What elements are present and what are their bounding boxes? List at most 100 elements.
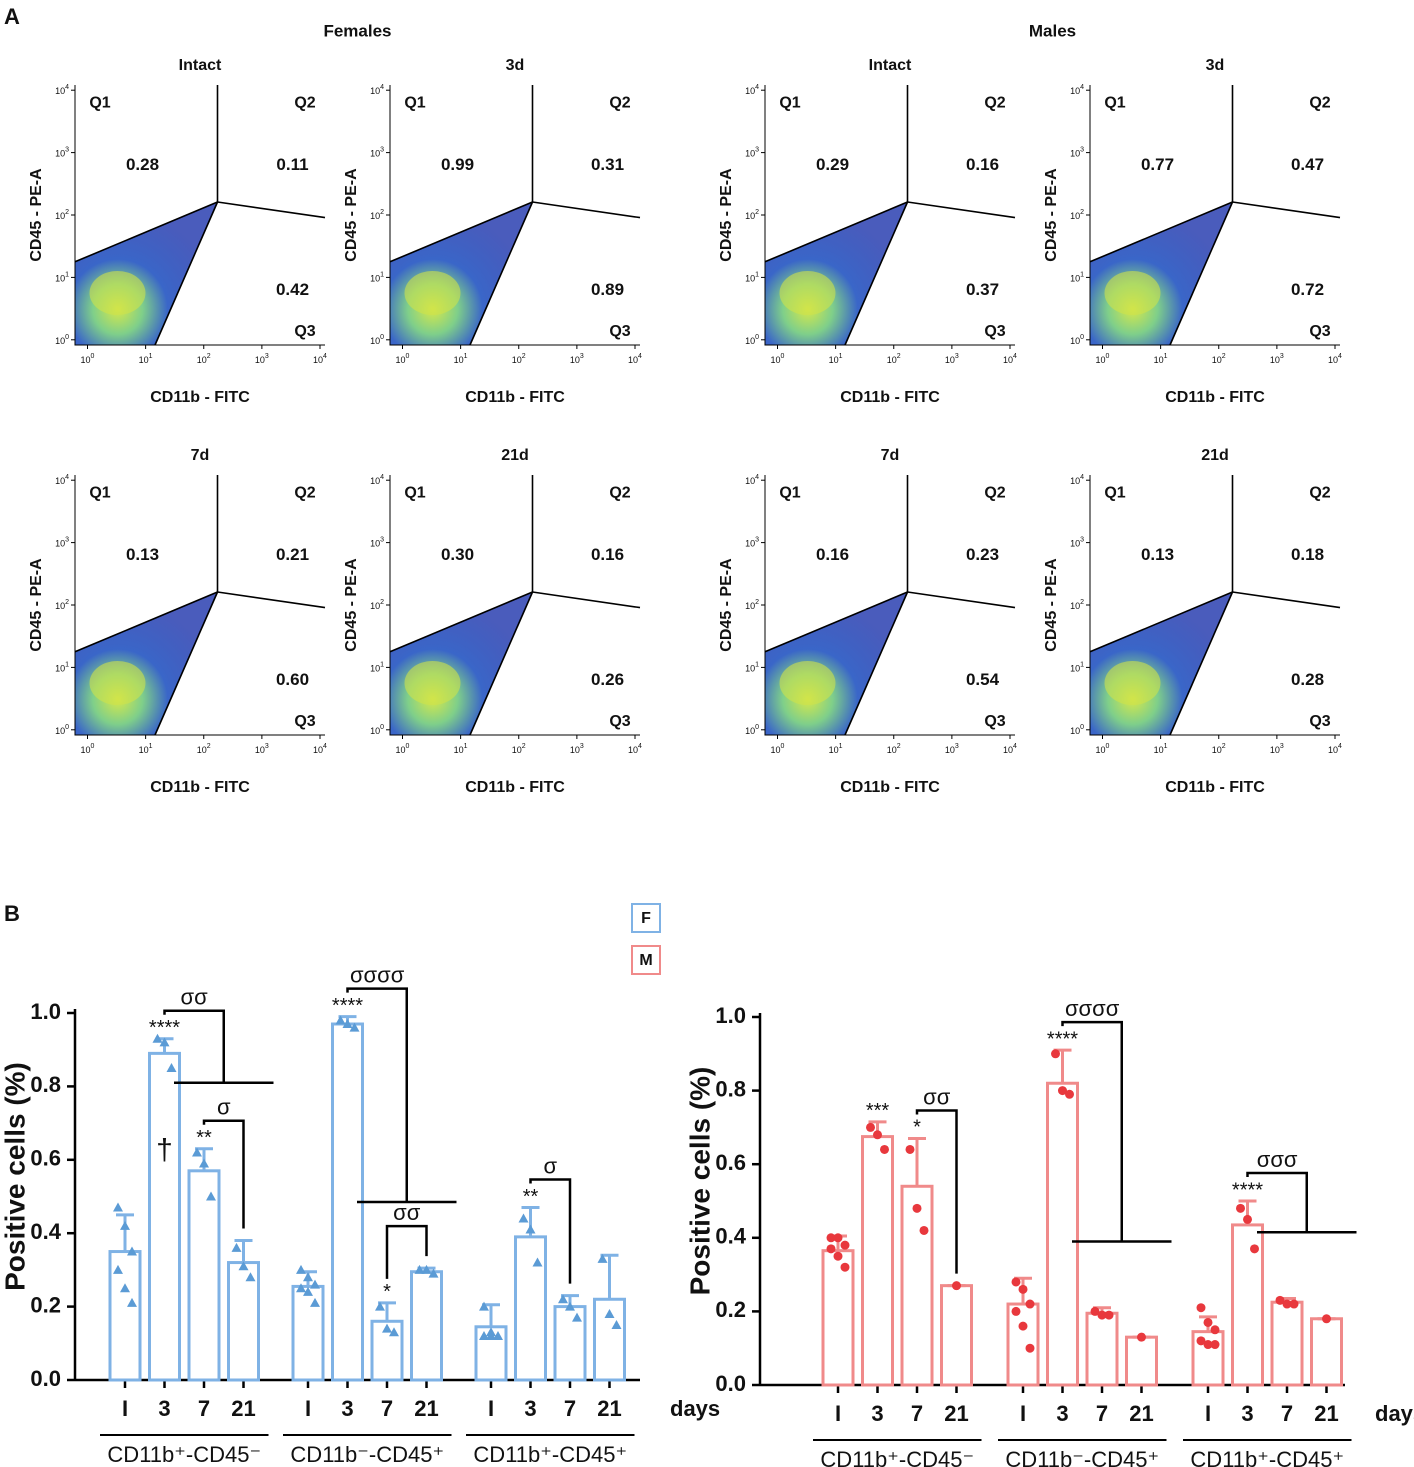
quadrant-label: Q3 (294, 713, 315, 730)
quadrant-value: 0.99 (441, 155, 474, 174)
tick-base: 10 (55, 539, 65, 549)
tick-base: 10 (1096, 745, 1106, 755)
quadrant-value: 0.13 (1141, 545, 1174, 564)
tick-base: 10 (570, 355, 580, 365)
point (349, 1022, 360, 1032)
point (518, 1213, 529, 1223)
tick-base: 10 (945, 355, 955, 365)
x-tick-label: 100 (396, 353, 410, 366)
tick-exp: 4 (1338, 743, 1342, 750)
annotation: *** (866, 1100, 890, 1122)
tick-base: 10 (745, 726, 755, 736)
y-tick-label: 102 (745, 599, 759, 612)
panel-label: A (4, 4, 20, 29)
bracket-label: σσσσ (1065, 996, 1120, 1021)
x-tick-label: 3 (1241, 1401, 1253, 1426)
gate-line (1089, 591, 1233, 653)
tick-base: 10 (570, 745, 580, 755)
legend-label: F (641, 910, 651, 927)
point (1058, 1086, 1067, 1096)
y-tick-label: 101 (55, 271, 69, 284)
tick-base: 10 (1070, 539, 1080, 549)
y-tick-label: 103 (745, 536, 759, 549)
quadrant-value: 0.23 (966, 545, 999, 564)
x-tick-label: 100 (1096, 743, 1110, 756)
tick-exp: 1 (839, 353, 843, 360)
x-tick-label: 3 (341, 1396, 353, 1421)
y-tick-label: 103 (370, 146, 384, 159)
x-tick-label: 102 (197, 743, 211, 756)
density (390, 592, 533, 735)
bracket-label: σσ (923, 1084, 951, 1109)
x-tick-label: 102 (887, 353, 901, 366)
y-tick-label: 101 (745, 661, 759, 674)
quadrant-value: 0.54 (966, 670, 1000, 689)
x-tick-label: 103 (945, 743, 959, 756)
quadrant-label: Q1 (404, 484, 425, 501)
tick-base: 10 (81, 355, 91, 365)
tick-exp: 2 (1080, 599, 1084, 606)
quadrant-label: Q1 (89, 94, 110, 111)
point (389, 1327, 399, 1337)
tick-base: 10 (1154, 745, 1164, 755)
tick-base: 10 (313, 745, 323, 755)
point (919, 1225, 929, 1235)
point (1210, 1340, 1220, 1350)
bar (1085, 1311, 1119, 1387)
point (833, 1233, 843, 1243)
y-tick-label: 104 (1070, 474, 1084, 487)
tick-exp: 0 (1106, 353, 1110, 360)
tick-base: 10 (1003, 745, 1013, 755)
tick-exp: 1 (149, 743, 153, 750)
plot-title: 21d (501, 447, 529, 464)
tick-base: 10 (370, 664, 380, 674)
gate-line (1169, 201, 1234, 346)
point (1018, 1321, 1028, 1331)
point (192, 1147, 202, 1157)
quadrant-value: 0.77 (1141, 155, 1174, 174)
tick-exp: 1 (464, 353, 468, 360)
x-tick-label: 3 (871, 1401, 883, 1426)
point (1322, 1314, 1331, 1324)
gate-line (1232, 201, 1341, 219)
point (1289, 1299, 1299, 1309)
point (310, 1297, 320, 1307)
y-tick-label: 102 (55, 209, 69, 222)
x-tick-label: 7 (198, 1396, 210, 1421)
bracket-label: σσ (181, 985, 209, 1010)
tick-base: 10 (370, 274, 380, 284)
tick-exp: 2 (522, 353, 526, 360)
bracket (163, 1009, 274, 1084)
tick-base: 10 (771, 355, 781, 365)
quadrant-value: 0.21 (276, 545, 309, 564)
tick-exp: 3 (1080, 536, 1084, 543)
tick-base: 10 (628, 355, 638, 365)
tick-base: 10 (370, 149, 380, 159)
y-axis-label: Positive cells (%) (0, 1062, 30, 1291)
tick-base: 10 (81, 745, 91, 755)
x-tick-label: 104 (313, 743, 327, 756)
error-bar (234, 1239, 253, 1263)
tick-exp: 4 (1013, 353, 1017, 360)
gate-line (469, 591, 534, 736)
point (1250, 1244, 1259, 1254)
y-tick-label: 102 (1070, 599, 1084, 612)
y-tick-label: 0.4 (30, 1219, 61, 1244)
point (382, 1323, 392, 1333)
point (866, 1122, 875, 1132)
y-tick-label: 1.0 (30, 999, 61, 1024)
tick-base: 10 (745, 477, 755, 487)
tick-exp: 3 (380, 536, 384, 543)
axis (389, 475, 640, 736)
quadrant-value: 0.37 (966, 280, 999, 299)
tick-exp: 0 (781, 353, 785, 360)
y-axis-label: CD45 - PE-A (718, 558, 735, 652)
quadrant-label: Q3 (609, 713, 630, 730)
tick-exp: 4 (755, 474, 759, 481)
tick-exp: 2 (1222, 353, 1226, 360)
point (1011, 1306, 1021, 1316)
gate-line (532, 591, 641, 609)
gate-line (154, 591, 219, 736)
y-tick-label: 103 (55, 536, 69, 549)
x-tick-label: 103 (1270, 743, 1284, 756)
